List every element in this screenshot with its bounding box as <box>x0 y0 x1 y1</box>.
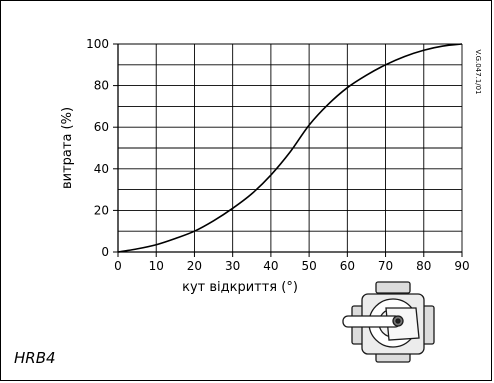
x-tick-label: 50 <box>301 259 316 273</box>
valve-illustration <box>342 281 435 363</box>
y-tick-label: 40 <box>94 162 109 176</box>
x-tick-label: 40 <box>263 259 278 273</box>
y-tick-label: 20 <box>94 203 109 217</box>
y-tick-label: 100 <box>86 37 109 51</box>
x-tick-label: 0 <box>114 259 122 273</box>
y-axis-label: витрата (%) <box>60 107 75 189</box>
model-label: HRB4 <box>14 349 56 367</box>
x-tick-label: 60 <box>340 259 355 273</box>
y-tick-labels: 0 20 40 60 80 100 <box>86 37 109 259</box>
y-tick-label: 80 <box>94 79 109 93</box>
x-tick-label: 90 <box>454 259 469 273</box>
grid <box>117 43 463 253</box>
x-axis-label: кут відкриття (°) <box>182 280 298 295</box>
flow-curve <box>117 43 463 253</box>
y-tick-label: 0 <box>101 245 109 259</box>
x-tick-label: 10 <box>149 259 164 273</box>
x-tick-label: 20 <box>187 259 202 273</box>
x-tick-label: 80 <box>416 259 431 273</box>
x-tick-labels: 0 10 20 30 40 50 60 70 80 90 <box>114 259 469 273</box>
x-tick-label: 30 <box>225 259 240 273</box>
drawing-code: V.G.047.1/01 <box>474 49 482 94</box>
axes <box>113 43 463 257</box>
y-tick-label: 60 <box>94 120 109 134</box>
x-tick-label: 70 <box>378 259 393 273</box>
